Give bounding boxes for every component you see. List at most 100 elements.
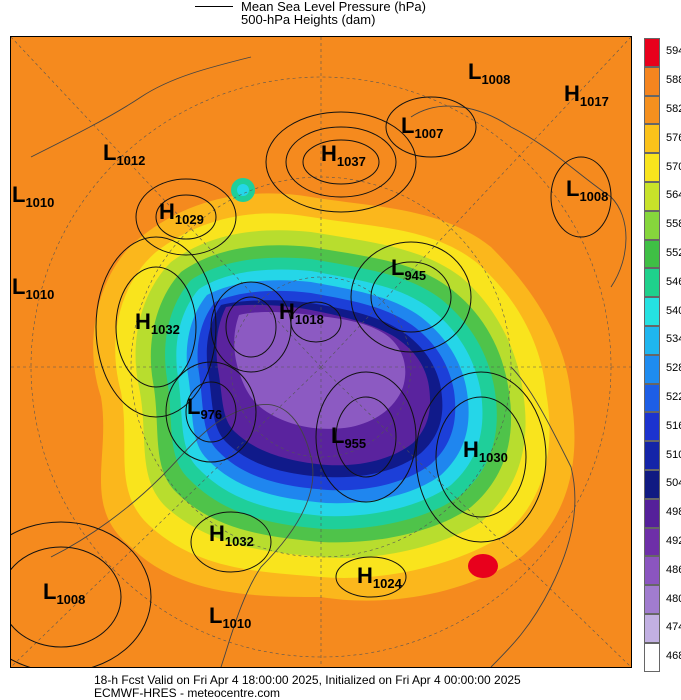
- isobar-15: [315, 371, 417, 503]
- center-value: 1007: [414, 126, 444, 141]
- center-type: H: [463, 437, 479, 462]
- colorbar-label: 486: [666, 563, 681, 576]
- isobar-8: [435, 396, 527, 518]
- legend-mslp-label: Mean Sea Level Pressure (hPa): [241, 0, 426, 14]
- colorbar-label: 510: [666, 448, 681, 461]
- colorbar-label: 558: [666, 218, 681, 231]
- isobar-17: [165, 361, 257, 463]
- isobar-13: [350, 241, 472, 353]
- center-l-955: L955: [331, 423, 367, 451]
- colorbar-swatch: [644, 239, 660, 269]
- colorbar-label: 594: [666, 45, 681, 58]
- map-legend: Mean Sea Level Pressure (hPa) 500-hPa He…: [195, 0, 495, 30]
- colorbar-swatch: [644, 268, 660, 298]
- center-h-1032-w: H1032: [135, 309, 180, 337]
- colorbar-swatch: [644, 613, 660, 643]
- center-type: H: [321, 141, 337, 166]
- colorbar-label: 474: [666, 621, 681, 634]
- center-value: 1032: [224, 534, 254, 549]
- colorbar-swatch: [644, 38, 660, 67]
- colorbar-swatch: [644, 210, 660, 240]
- center-type: L: [12, 182, 26, 207]
- colorbar-swatch: [644, 441, 660, 470]
- colorbar-swatch: [644, 383, 660, 413]
- coastline-north: [30, 56, 252, 158]
- colorbar-label: 534: [666, 333, 681, 346]
- colorbar-swatch: [644, 527, 660, 557]
- colorbar-label: 576: [666, 131, 681, 144]
- colorbar-swatch: [644, 354, 660, 384]
- legend-heights-label: 500-hPa Heights (dam): [241, 12, 376, 27]
- colorbar-swatch: [644, 642, 660, 672]
- center-l-945: L945: [391, 255, 426, 283]
- colorbar-swatch: [644, 95, 660, 125]
- center-h-1018: H1018: [279, 299, 324, 327]
- colorbar-label: 468: [666, 650, 681, 663]
- colorbar-label: 492: [666, 535, 681, 547]
- center-h-1024: H1024: [357, 563, 402, 591]
- center-l-976: L976: [187, 394, 222, 422]
- isobar-4: [155, 194, 217, 240]
- isobar-2: [302, 139, 380, 185]
- colorbar-label: 546: [666, 275, 681, 288]
- isobar-9: [415, 371, 547, 543]
- center-value: 1010: [25, 195, 55, 210]
- center-value: 1008: [481, 72, 511, 87]
- center-h-1037: H1037: [321, 141, 366, 169]
- center-type: L: [401, 113, 415, 138]
- center-l-1010-w1: L1010: [12, 182, 55, 210]
- source-credit: ECMWF-HRES - meteocentre.com: [94, 686, 281, 700]
- center-value: 1029: [174, 212, 204, 227]
- center-value: 1008: [56, 592, 86, 607]
- center-h-1032-s: H1032: [209, 521, 254, 549]
- isobar-12: [370, 261, 452, 333]
- center-l-1010-w2: L1010: [12, 274, 54, 302]
- center-type: H: [209, 521, 225, 546]
- isobar-3: [265, 111, 417, 213]
- isobar-6: [115, 266, 197, 388]
- colorbar-label: 582: [666, 103, 681, 115]
- center-value: 1037: [336, 154, 366, 169]
- isobar-14: [335, 396, 397, 478]
- coastline-asia: [410, 105, 627, 288]
- center-type: H: [135, 309, 151, 334]
- colorbar-swatch: [644, 325, 660, 355]
- band-480: [234, 311, 406, 429]
- colorbar-label: 522: [666, 391, 681, 403]
- center-l-1012: L1012: [103, 140, 145, 168]
- center-type: H: [564, 81, 580, 106]
- colorbar-swatch: [644, 124, 660, 154]
- isobar-10: [190, 511, 272, 573]
- center-value: 1017: [579, 94, 609, 109]
- center-type: L: [566, 176, 580, 201]
- isobar-7: [95, 236, 217, 418]
- isobars: [11, 96, 612, 667]
- colorbar-label: 570: [666, 160, 681, 173]
- center-l-1010-s: L1010: [209, 603, 252, 631]
- coastline-americas: [50, 404, 314, 667]
- colorbar-label: 588: [666, 74, 681, 87]
- band-594-blob: [468, 554, 498, 578]
- center-type: H: [159, 199, 175, 224]
- footer: 18-h Fcst Valid on Fri Apr 4 18:00:00 20…: [94, 674, 521, 700]
- center-type: L: [209, 603, 223, 628]
- colorbar-swatch: [644, 469, 660, 499]
- colorbar-swatch: [644, 498, 660, 528]
- center-type: L: [331, 423, 345, 448]
- center-value: 1024: [372, 576, 402, 591]
- isobar-19: [210, 281, 292, 373]
- colorbar-label: 504: [666, 477, 681, 490]
- center-h-1029: H1029: [159, 199, 204, 227]
- colorbar-label: 498: [666, 506, 681, 519]
- isobar-21: [385, 96, 477, 158]
- colorbar-label: 528: [666, 362, 681, 375]
- band-cutoff-core: [237, 184, 249, 196]
- center-type: H: [357, 563, 373, 588]
- center-value: 955: [344, 436, 367, 451]
- polar-map: L1008 H1017 L1007 H1037 L1012 L1010 H102…: [10, 36, 632, 668]
- center-value: 1010: [222, 616, 252, 631]
- isobar-18: [225, 296, 277, 358]
- isobar-16: [185, 381, 237, 443]
- forecast-valid-text: 18-h Fcst Valid on Fri Apr 4 18:00:00 20…: [94, 673, 521, 687]
- center-value: 1018: [294, 312, 324, 327]
